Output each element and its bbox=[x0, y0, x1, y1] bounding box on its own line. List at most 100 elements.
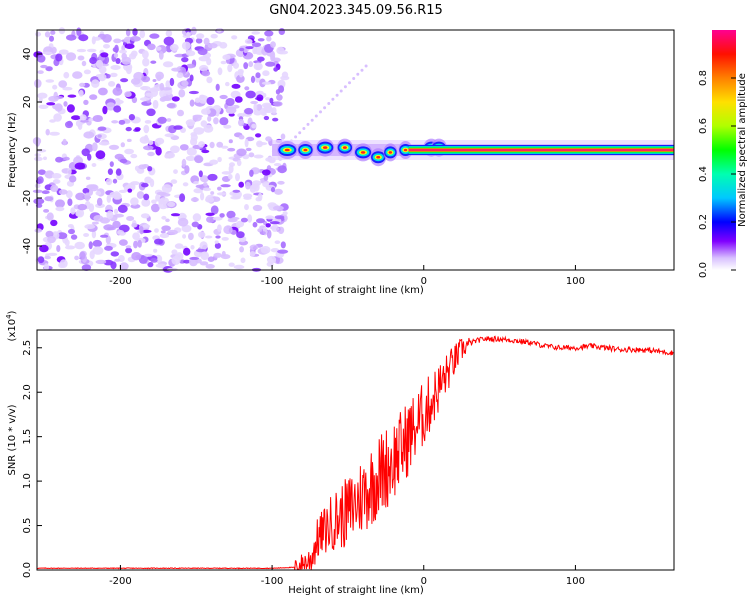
noise-blob bbox=[256, 142, 268, 146]
noise-blob bbox=[95, 190, 102, 196]
noise-blob bbox=[221, 237, 229, 241]
streak-dot bbox=[302, 127, 306, 130]
noise-blob bbox=[70, 234, 78, 240]
snr-panel: -200 -100 0 100 0.0 0.5 1.0 1.5 2.0 2.5 Height o… bbox=[5, 310, 675, 596]
noise-blob bbox=[35, 137, 41, 147]
noise-blob bbox=[195, 38, 203, 44]
noise-blob bbox=[250, 100, 258, 105]
noise-blob bbox=[183, 247, 191, 256]
noise-blob bbox=[270, 41, 276, 48]
noise-blob bbox=[55, 53, 63, 62]
noise-blob bbox=[74, 162, 86, 170]
noise-blob bbox=[44, 31, 51, 38]
noise-blob bbox=[42, 51, 53, 55]
noise-blob bbox=[255, 62, 262, 70]
y-tick-label: 20 bbox=[22, 96, 33, 109]
noise-blob bbox=[194, 155, 204, 164]
noise-blob bbox=[238, 118, 245, 127]
noise-blob bbox=[119, 158, 128, 164]
noise-blob bbox=[205, 235, 213, 239]
noise-blob bbox=[142, 57, 150, 67]
noise-blob bbox=[252, 204, 263, 212]
noise-blob bbox=[67, 198, 73, 206]
noise-blob bbox=[132, 232, 141, 240]
noise-blob bbox=[171, 255, 181, 265]
noise-blob bbox=[277, 165, 287, 174]
noise-blob bbox=[98, 66, 107, 74]
streak-dot bbox=[327, 102, 331, 105]
noise-blob bbox=[34, 153, 41, 157]
snr-y-scale: (x104) bbox=[5, 310, 18, 341]
noise-blob bbox=[171, 249, 178, 255]
noise-blob bbox=[200, 120, 208, 127]
noise-blob bbox=[125, 245, 132, 249]
noise-blob bbox=[156, 74, 162, 82]
noise-blob bbox=[225, 98, 235, 106]
noise-blob bbox=[43, 263, 50, 271]
noise-blob bbox=[147, 262, 154, 268]
colorbar-gradient bbox=[712, 30, 736, 270]
noise-blob bbox=[78, 34, 89, 42]
snr-y-scale-base: (x10 bbox=[7, 319, 18, 342]
noise-blob bbox=[255, 72, 261, 79]
noise-blob bbox=[158, 51, 164, 60]
noise-blob bbox=[256, 218, 265, 224]
noise-blob bbox=[144, 120, 152, 124]
noise-blob bbox=[165, 30, 173, 37]
noise-blob bbox=[155, 146, 162, 156]
noise-blob bbox=[248, 61, 254, 68]
noise-blob bbox=[76, 27, 82, 36]
noise-blob bbox=[262, 92, 267, 98]
noise-blob bbox=[265, 97, 271, 101]
noise-blob bbox=[58, 27, 66, 35]
noise-blob bbox=[59, 259, 68, 268]
noise-blob bbox=[58, 80, 68, 88]
noise-blob bbox=[85, 176, 91, 180]
noise-blob bbox=[62, 138, 67, 146]
streak-dot bbox=[348, 81, 351, 85]
noise-blob bbox=[81, 264, 92, 271]
noise-blob bbox=[47, 236, 56, 244]
y-tick-label: 2.0 bbox=[22, 384, 33, 400]
noise-blob bbox=[58, 49, 69, 55]
noise-blob bbox=[221, 145, 229, 149]
noise-blob bbox=[237, 113, 245, 118]
noise-blob bbox=[273, 205, 284, 211]
noise-blob bbox=[44, 170, 55, 179]
noise-blob bbox=[198, 141, 205, 148]
noise-blob bbox=[72, 71, 83, 79]
noise-blob bbox=[100, 234, 109, 238]
noise-blob bbox=[126, 216, 135, 221]
snr-series-line bbox=[36, 335, 674, 571]
noise-blob bbox=[206, 57, 212, 66]
noise-blob bbox=[169, 77, 175, 87]
noise-blob bbox=[159, 96, 167, 102]
noise-blob bbox=[228, 139, 233, 144]
streak-dot bbox=[319, 110, 322, 114]
noise-blob bbox=[205, 264, 215, 269]
noise-blob bbox=[191, 221, 199, 228]
noise-blob bbox=[74, 241, 85, 250]
noise-blob bbox=[206, 216, 215, 223]
noise-blob bbox=[118, 189, 127, 193]
x-tick-label: 0 bbox=[421, 576, 427, 587]
noise-blob bbox=[154, 228, 159, 233]
snr-y-scale-close: ) bbox=[7, 310, 18, 314]
y-tick-label: 1.5 bbox=[22, 429, 33, 445]
noise-blob bbox=[261, 81, 272, 85]
noise-blob bbox=[136, 191, 145, 199]
noise-blob bbox=[221, 250, 226, 257]
streak-dot bbox=[310, 118, 314, 122]
noise-blob bbox=[278, 28, 285, 35]
noise-blob bbox=[115, 98, 121, 103]
noise-blob bbox=[45, 66, 53, 72]
noise-blob bbox=[251, 42, 262, 48]
noise-blob bbox=[108, 144, 120, 150]
noise-blob bbox=[201, 70, 211, 77]
noise-blob bbox=[189, 74, 194, 82]
noise-blob bbox=[110, 65, 121, 70]
noise-blob bbox=[114, 258, 121, 262]
noise-blob bbox=[126, 138, 132, 142]
noise-blob bbox=[170, 213, 181, 217]
